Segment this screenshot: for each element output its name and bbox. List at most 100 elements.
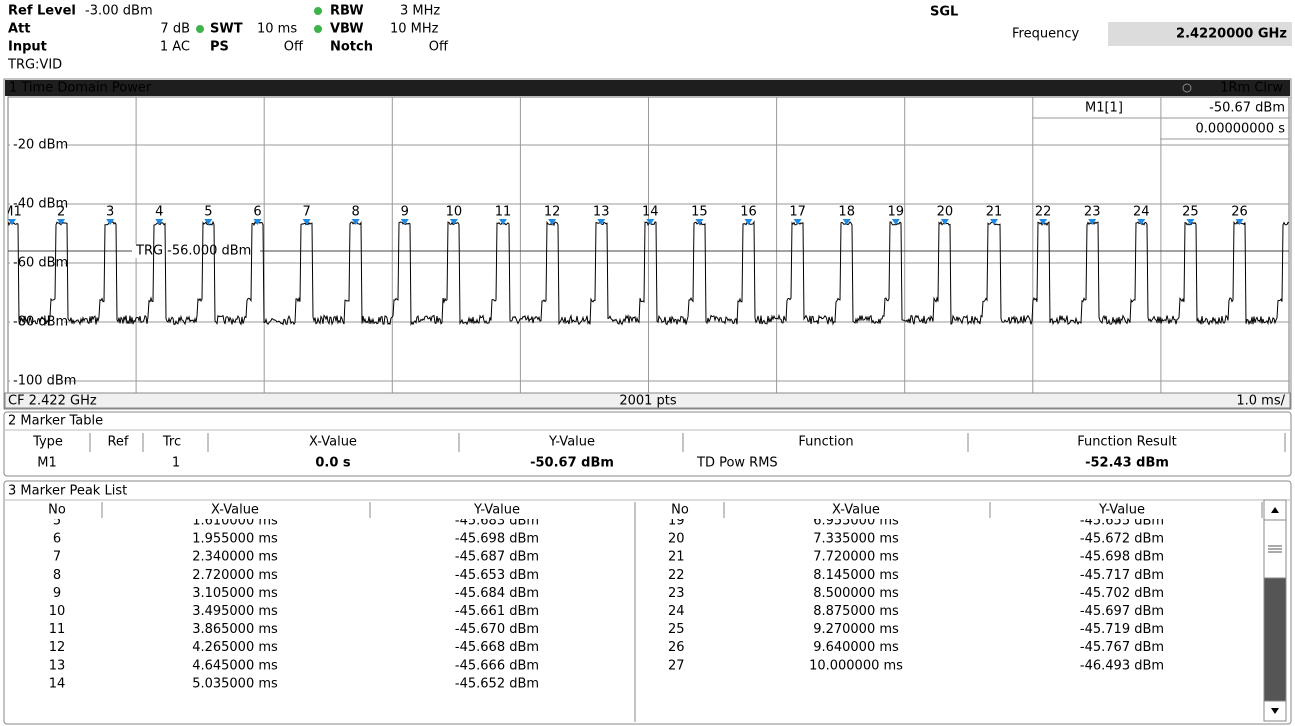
peak-y: -45.717 dBm [1080,568,1164,583]
label: 1 [172,456,180,471]
label: M1 [37,456,57,471]
label: PS [210,40,229,55]
label: 2.4220000 GHz [1176,27,1287,42]
label: 2 Marker Table [8,414,103,429]
peak-x: 4.265000 ms [192,640,278,655]
marker-triangle [646,219,655,225]
peak-no: 6 [53,532,61,547]
y-label-bg [10,257,64,269]
label: 10 MHz [390,22,439,37]
marker-label: 20 [937,205,954,220]
peak-y: -45.719 dBm [1080,622,1164,637]
marker-label: 14 [642,205,659,220]
label: 2001 pts [619,394,677,409]
marker-label: 11 [495,205,512,220]
scroll-up-arrow [1271,507,1279,513]
marker-triangle [548,219,557,225]
trace [8,220,1289,327]
marker-label: 25 [1182,205,1199,220]
column-header: Y-Value [473,503,520,518]
y-label-bg [10,139,64,151]
peak-no: 25 [668,622,685,637]
marker-label: 26 [1231,205,1248,220]
peak-y: -45.698 dBm [455,532,539,547]
label: 1Rm Clrw [1220,81,1283,96]
label: CF 2.422 GHz [8,394,97,409]
marker-label: 19 [888,205,905,220]
marker-triangle [400,219,409,225]
marker-info-x: 0.00000000 s [1196,122,1286,137]
column-header: Trc [162,435,181,450]
peak-x: 6.955000 ms [813,514,899,529]
marker-label: 15 [691,205,708,220]
peak-no: 8 [53,568,61,583]
peak-y: -45.653 dBm [455,568,539,583]
marker-triangle [499,219,507,225]
peak-y: -45.666 dBm [455,658,539,673]
peak-x: 3.495000 ms [192,604,278,619]
marker-triangle [940,219,949,225]
marker-triangle [351,219,360,225]
column-header: No [48,503,66,518]
column-header: Type [32,435,63,450]
peak-x: 5.035000 ms [192,676,278,691]
peak-y: -45.670 dBm [455,622,539,637]
marker-label: 4 [155,205,163,220]
peak-x: 8.500000 ms [813,586,899,601]
trace-group: M1 2 3 4 5 6 7 8 9 10 11 12 13 14 15 16 17 18 19 20 21 22 23 24… [8,205,1289,327]
trace-indicator [1182,83,1192,93]
peak-x: 9.640000 ms [813,640,899,655]
label: Ref Level [8,4,76,19]
label: SGL [930,5,958,20]
marker-label: 3 [106,205,114,220]
label: -52.43 dBm [1085,456,1169,471]
peak-y: -45.687 dBm [455,550,539,565]
peak-no: 21 [668,550,685,565]
peak-x: 4.645000 ms [192,658,278,673]
peak-x: 1.610000 ms [192,514,278,529]
marker-triangle [842,219,851,225]
marker-label: 23 [1084,205,1101,220]
marker-label: 18 [838,205,855,220]
marker-label: 12 [544,205,561,220]
label: 1 Time Domain Power [9,81,152,96]
peak-x: 1.955000 ms [192,532,278,547]
peak-y: -45.652 dBm [455,676,539,691]
peak-y: -45.672 dBm [1080,532,1164,547]
marker-triangle [597,219,606,225]
peak-no: 7 [53,550,61,565]
peak-no: 19 [668,514,685,529]
marker-triangle [744,219,753,225]
frequency-box [1108,22,1292,46]
peak-no: 13 [49,658,66,673]
peak-x: 9.270000 ms [813,622,899,637]
marker-triangle [8,219,16,225]
column-header: X-Value [211,503,259,518]
marker-label: 6 [253,205,261,220]
peak-x: 7.720000 ms [813,550,899,565]
status-dot [196,25,204,33]
marker-label: 17 [789,205,806,220]
column-header: No [671,503,689,518]
marker-label: 2 [57,205,65,220]
label: Frequency [1012,27,1079,42]
marker-table-frame [3,411,1292,477]
y-axis-label: -60 dBm [13,256,68,271]
peak-y: -45.697 dBm [1080,604,1164,619]
peak-list-frame [3,480,1292,725]
marker-triangle [1088,219,1097,225]
marker-triangle [106,219,115,225]
label: VBW [330,22,364,37]
plot-title-bar [5,80,1290,96]
column-header: Function [798,435,853,450]
peak-no: 22 [668,568,685,583]
peak-rows: 5 1.610000 ms -45.683 dBm 6 1.955000 ms -45.6… [49,514,1164,691]
column-header: Function Result [1077,435,1177,450]
marker-triangle [1235,219,1244,225]
peak-x: 3.865000 ms [192,622,278,637]
peak-no: 23 [668,586,685,601]
label: 10 ms [257,22,297,37]
marker-label: 9 [401,205,409,220]
